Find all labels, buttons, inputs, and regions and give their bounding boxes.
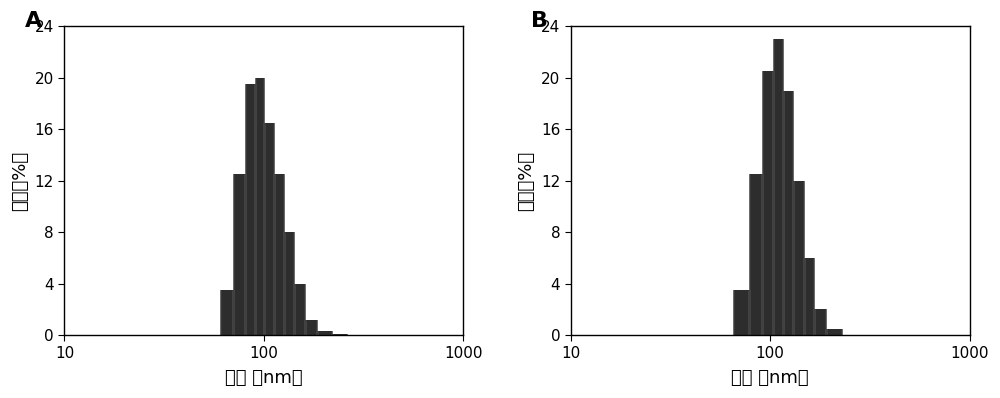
Y-axis label: 强度（%）: 强度（%）: [11, 151, 29, 211]
Text: A: A: [25, 11, 42, 31]
X-axis label: 粒径 （nm）: 粒径 （nm）: [225, 369, 303, 387]
Text: B: B: [531, 11, 548, 31]
Y-axis label: 强度（%）: 强度（%）: [517, 151, 535, 211]
X-axis label: 粒径 （nm）: 粒径 （nm）: [731, 369, 809, 387]
